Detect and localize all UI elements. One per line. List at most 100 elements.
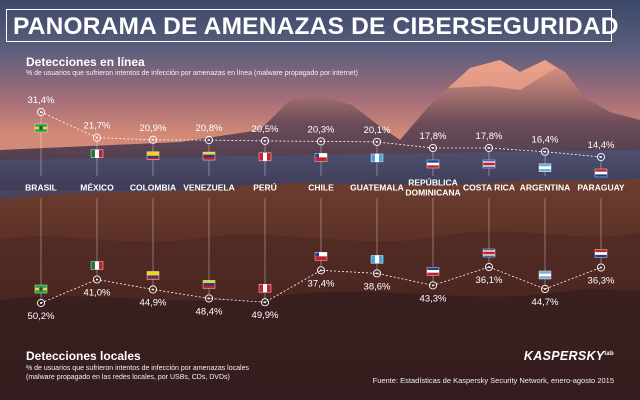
online-value-label: 16,4% bbox=[532, 135, 559, 146]
online-point bbox=[316, 137, 326, 146]
online-point bbox=[260, 136, 270, 145]
local-detections-description: % de usuarios que sufrieron intentos de … bbox=[26, 364, 249, 382]
online-point-center bbox=[152, 138, 154, 141]
online-point bbox=[36, 107, 46, 117]
local-value-label: 37,4% bbox=[308, 278, 335, 289]
online-value-label: 20,3% bbox=[308, 124, 335, 135]
paraguay-flag-icon bbox=[594, 168, 608, 178]
country-label: COSTA RICA bbox=[463, 182, 515, 192]
brazil-flag-icon bbox=[34, 284, 48, 294]
local-point bbox=[484, 262, 494, 272]
paraguay-flag-icon bbox=[594, 249, 608, 258]
online-value-label: 14,4% bbox=[588, 140, 615, 151]
local-value-label: 44,9% bbox=[140, 297, 167, 308]
local-description-line-2: (malware propagado en las redes locales,… bbox=[26, 374, 230, 381]
country-label: DOMINICANA bbox=[405, 187, 460, 197]
online-detections-description: % de usuarios que sufrieron intentos de … bbox=[26, 70, 358, 77]
chile-flag-icon bbox=[314, 153, 328, 162]
local-point bbox=[540, 284, 550, 294]
costa-rica-flag-icon bbox=[482, 159, 496, 169]
local-value-label: 44,7% bbox=[532, 297, 559, 308]
online-point-center bbox=[488, 147, 490, 149]
local-value-label: 36,1% bbox=[476, 275, 503, 286]
local-value-label: 49,9% bbox=[252, 310, 279, 321]
local-point-center bbox=[40, 302, 42, 304]
mexico-flag-icon bbox=[90, 149, 104, 158]
online-value-label: 17,8% bbox=[420, 131, 447, 142]
local-point-center bbox=[320, 269, 322, 272]
local-point-center bbox=[432, 284, 434, 287]
dominican-republic-flag-icon bbox=[426, 267, 440, 276]
chile-flag-icon bbox=[314, 252, 328, 261]
online-point bbox=[92, 133, 102, 142]
country-label: BRASIL bbox=[25, 182, 57, 192]
country-label: MÉXICO bbox=[80, 182, 114, 192]
logo-suffix: lab bbox=[604, 350, 614, 357]
online-value-label: 21,7% bbox=[84, 121, 111, 132]
local-value-label: 50,2% bbox=[28, 311, 55, 322]
local-point bbox=[92, 275, 102, 284]
mexico-flag-icon bbox=[90, 261, 104, 270]
local-point bbox=[36, 298, 46, 308]
local-point-center bbox=[208, 297, 210, 300]
dominican-republic-flag-icon bbox=[426, 159, 440, 169]
source-note: Fuente: Estadísticas de Kaspersky Securi… bbox=[372, 376, 614, 385]
online-point-center bbox=[376, 140, 378, 143]
online-point bbox=[148, 135, 158, 144]
local-point-center bbox=[96, 278, 98, 281]
page-title: PANORAMA DE AMENAZAS DE CIBERSEGURIDAD bbox=[6, 9, 618, 42]
online-point-center bbox=[264, 139, 266, 142]
local-point bbox=[428, 281, 438, 290]
country-label: PARAGUAY bbox=[577, 182, 625, 192]
costa-rica-flag-icon bbox=[482, 248, 496, 258]
online-detections-heading: Detecciones en línea bbox=[26, 55, 145, 69]
guatemala-flag-icon bbox=[370, 153, 384, 163]
online-point-center bbox=[544, 150, 546, 153]
local-point-center bbox=[264, 301, 266, 304]
local-point bbox=[596, 263, 606, 272]
local-point-center bbox=[152, 288, 154, 291]
local-point bbox=[148, 285, 158, 294]
country-label: GUATEMALA bbox=[350, 182, 404, 192]
country-label: VENEZUELA bbox=[183, 182, 234, 192]
local-point bbox=[260, 298, 270, 307]
online-point bbox=[484, 143, 494, 153]
colombia-flag-icon bbox=[146, 151, 160, 160]
country-label: PERÚ bbox=[253, 181, 277, 192]
peru-flag-icon bbox=[258, 284, 272, 293]
local-point-center bbox=[544, 287, 546, 290]
local-value-label: 38,6% bbox=[364, 281, 391, 292]
venezuela-flag-icon bbox=[202, 280, 216, 289]
argentina-flag-icon bbox=[538, 270, 552, 280]
country-label: CHILE bbox=[308, 182, 334, 192]
online-value-label: 31,4% bbox=[28, 95, 55, 106]
online-point-center bbox=[600, 156, 602, 158]
online-point-center bbox=[96, 136, 98, 139]
online-point bbox=[372, 137, 382, 146]
argentina-flag-icon bbox=[538, 163, 552, 172]
local-point-center bbox=[488, 266, 490, 268]
online-value-label: 20,8% bbox=[196, 123, 223, 134]
online-value-label: 20,5% bbox=[252, 124, 279, 135]
country-label: COLOMBIA bbox=[130, 182, 176, 192]
local-point-center bbox=[600, 266, 602, 269]
online-value-label: 17,8% bbox=[476, 131, 503, 142]
online-point-center bbox=[432, 147, 434, 149]
online-point bbox=[204, 136, 214, 145]
kaspersky-logo: KASPERSKYlab bbox=[524, 349, 614, 363]
local-value-label: 43,3% bbox=[420, 293, 447, 304]
online-point bbox=[428, 143, 438, 153]
local-detections-heading: Detecciones locales bbox=[26, 349, 141, 363]
brazil-flag-icon bbox=[34, 123, 48, 133]
online-point bbox=[540, 147, 550, 156]
local-value-label: 48,4% bbox=[196, 306, 223, 317]
venezuela-flag-icon bbox=[202, 151, 216, 161]
online-point-center bbox=[320, 140, 322, 143]
local-value-label: 41,0% bbox=[84, 288, 111, 299]
local-point-center bbox=[376, 272, 378, 275]
guatemala-flag-icon bbox=[370, 255, 384, 264]
online-value-label: 20,1% bbox=[364, 125, 391, 136]
local-point bbox=[372, 269, 382, 278]
